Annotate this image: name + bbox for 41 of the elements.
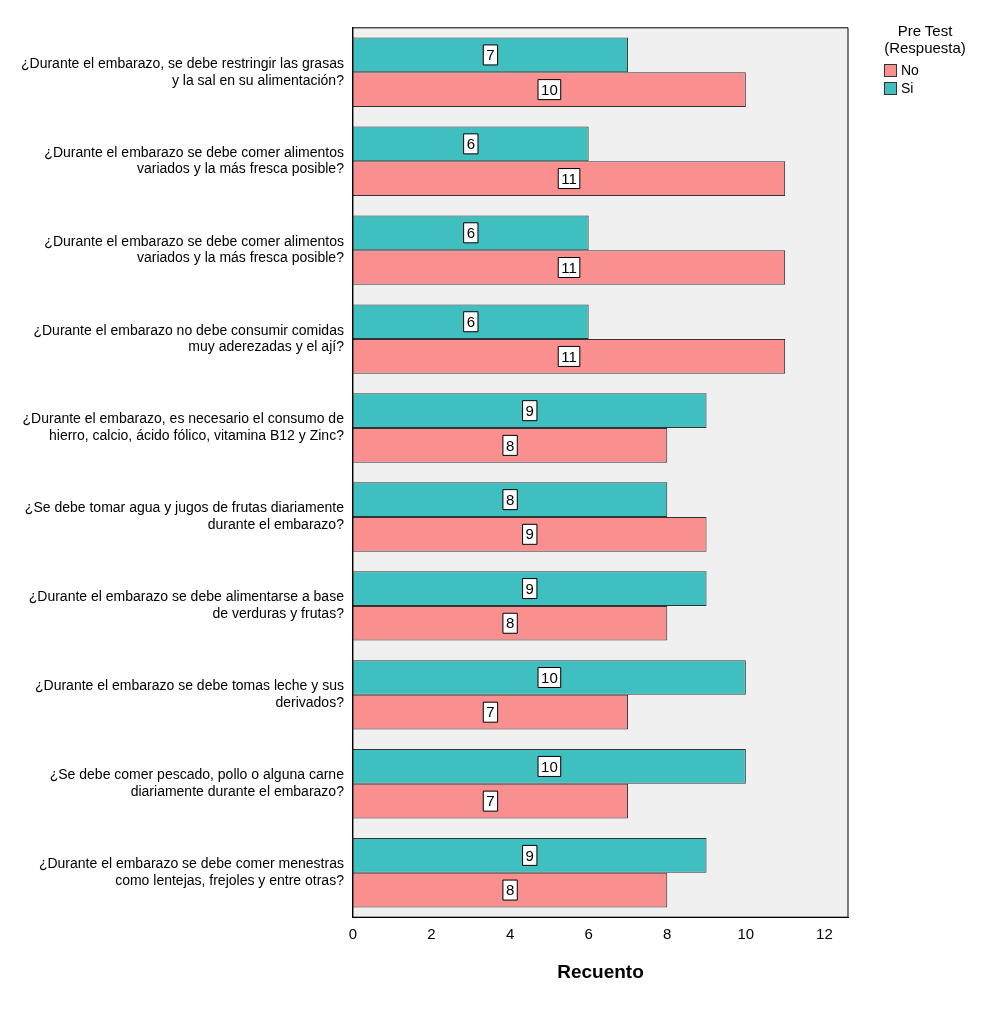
y-tick-label: ¿Se debe comer pescado, pollo o alguna carne diariamente durante el embarazo? [49, 766, 345, 800]
y-tick-label: ¿Durante el embarazo se debe alimentarse a base de verduras y frutas? [28, 588, 345, 622]
x-tick-label: 0 [348, 925, 358, 943]
data-label: 10 [541, 80, 558, 98]
x-tick-label: 2 [427, 925, 436, 943]
data-label: 10 [541, 757, 558, 775]
data-label: 7 [486, 703, 495, 721]
y-tick-label: ¿Se debe tomar agua y jugos de frutas diariamente durante el embarazo? [24, 499, 345, 533]
data-label: 8 [505, 881, 515, 899]
data-label: 9 [525, 525, 534, 543]
data-label: 11 [561, 258, 577, 276]
x-tick-label: 4 [505, 925, 515, 943]
x-tick-label: 10 [737, 925, 755, 943]
data-label: 9 [525, 846, 534, 864]
data-label: 6 [466, 135, 475, 153]
x-axis-title: Recuento [557, 960, 644, 982]
data-label: 9 [525, 401, 534, 419]
data-label: 8 [505, 490, 515, 508]
data-label: 8 [505, 436, 515, 454]
data-label: 7 [486, 46, 495, 64]
data-label: 6 [466, 312, 475, 330]
y-tick-label: ¿Durante el embarazo se debe comer menestras como lentejas, frejoles y entre otras? [38, 855, 345, 888]
y-tick-label: ¿Durante el embarazo se debe comer alimentos variados y la más fresca posible? [44, 232, 345, 266]
y-tick-label: ¿Durante el embarazo, se debe restringir las grasas y la sal en su alimentación? [20, 54, 345, 88]
x-tick-label: 12 [816, 925, 833, 943]
data-label: 11 [561, 347, 577, 365]
y-tick-label: ¿Durante el embarazo no debe consumir comidas muy aderezadas y el ají? [33, 321, 345, 355]
data-label: 9 [525, 579, 534, 597]
data-label: 10 [541, 668, 558, 686]
legend-label: Si [901, 80, 914, 96]
y-tick-label: ¿Durante el embarazo se debe comer alimentos variados y la más fresca posible? [44, 143, 345, 177]
x-tick-label: 6 [584, 925, 593, 943]
legend-title: Pre Test (Respuesta) [883, 22, 967, 56]
data-label: 7 [486, 792, 495, 810]
y-tick-label: ¿Durante el embarazo se debe tomas leche y sus derivados? [34, 677, 345, 711]
data-label: 8 [505, 614, 515, 632]
legend-label: No [901, 62, 919, 78]
data-label: 11 [561, 169, 577, 187]
x-tick-label: 8 [663, 925, 672, 943]
y-tick-label: ¿Durante el embarazo, es necesario el consumo de hierro, calcio, ácido fólico, vitamina B12 y Zinc? [22, 410, 345, 444]
data-label: 6 [466, 223, 475, 241]
